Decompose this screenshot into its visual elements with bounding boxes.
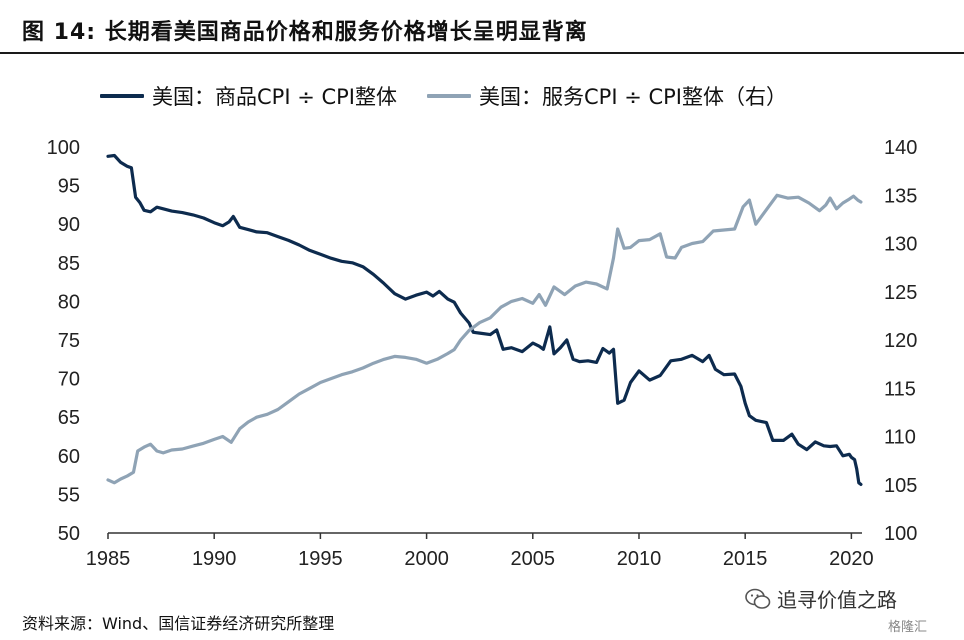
series-layer [106,153,863,486]
y-left-tick-label: 60 [58,446,80,468]
x-tick-label: 2005 [511,548,556,570]
y-right-tick-label: 125 [884,282,917,304]
y-left-tick-label: 80 [58,291,80,313]
y-right-tick-label: 110 [884,427,916,449]
y-left-tick-label: 95 [58,176,80,198]
x-tick-label: 2000 [404,548,449,570]
series-line-services [106,193,863,485]
y-left-tick-label: 70 [58,369,80,391]
watermark-badge: 格隆汇 [888,620,928,635]
legend-item-services: 美国：服务CPI ÷ CPI整体（右） [427,81,787,111]
watermark: 追寻价值之路 [745,584,897,613]
source-note: 资料来源：Wind、国信证券经济研究所整理 [22,614,335,633]
legend-swatch-goods [100,94,144,98]
legend-swatch-services [427,94,471,98]
y-right-tick-label: 130 [884,234,917,256]
y-right-tick-label: 140 [884,137,917,159]
x-tick-label: 1990 [192,548,237,570]
legend-label-services: 美国：服务CPI ÷ CPI整体（右） [479,85,787,109]
wechat-icon [745,588,771,609]
chart-axes: 1985 1990 1995 2000 2005 2010 2015 2020 50 55 60 65… [47,137,918,570]
y-left-tick-label: 50 [58,523,80,545]
figure-title: 图 14: 长期看美国商品价格和服务价格增长呈明显背离 [22,20,588,45]
y-right-tick-label: 100 [884,523,917,545]
chart-legend: 美国：商品CPI ÷ CPI整体 美国：服务CPI ÷ CPI整体（右） [100,78,817,114]
title-rule [0,52,964,54]
legend-item-goods: 美国：商品CPI ÷ CPI整体 [100,81,397,111]
x-tick-label: 1985 [86,548,131,570]
series-line-goods [106,153,863,486]
x-tick-label: 2015 [723,548,768,570]
x-tick-label: 2020 [829,548,874,570]
y-right-tick-label: 120 [884,330,917,352]
x-tick-label: 2010 [617,548,662,570]
y-right-tick-label: 115 [884,378,916,400]
y-left-tick-label: 75 [58,330,80,352]
y-left-tick-label: 55 [58,484,80,506]
y-right-tick-label: 135 [884,185,917,207]
watermark-text: 追寻价值之路 [777,588,897,612]
y-left-tick-label: 90 [58,214,80,236]
legend-label-goods: 美国：商品CPI ÷ CPI整体 [152,85,397,109]
y-right-tick-label: 105 [884,475,917,497]
y-left-tick-label: 100 [47,137,80,159]
y-left-tick-label: 65 [58,407,80,429]
x-tick-label: 1995 [298,548,343,570]
y-left-tick-label: 85 [58,253,80,275]
